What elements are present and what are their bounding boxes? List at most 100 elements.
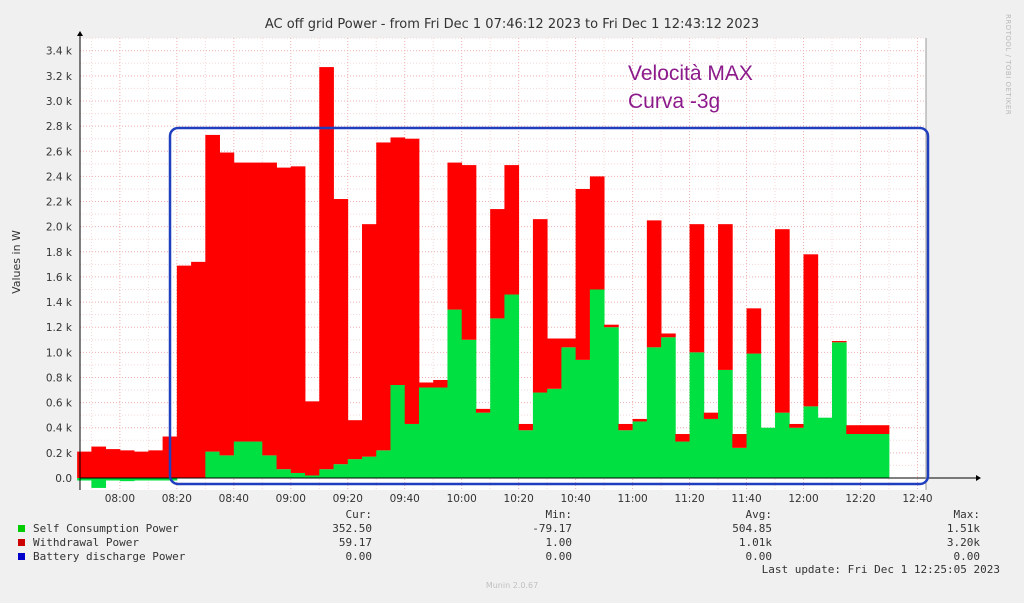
bar-self-consumption-power [490,318,505,478]
bar-withdrawal-power [846,425,861,435]
y-tick-label: 3.4 k [46,46,73,58]
bar-self-consumption-power [233,441,249,478]
y-tick-label: 0.6 k [46,398,73,410]
bar-self-consumption-power [205,451,220,478]
bar-self-consumption-power [632,421,648,478]
bar-self-consumption-power [219,455,235,478]
bar-withdrawal-power [718,224,733,370]
legend-header-max: Max: [953,508,981,521]
bar-self-consumption-power [518,430,534,478]
y-tick-label: 2.8 k [46,121,73,133]
bar-withdrawal-power [433,379,448,388]
bar-withdrawal-power [632,418,648,422]
munin-version: Munin 2.0.67 [485,581,539,590]
bar-withdrawal-power [91,446,107,478]
bar-self-consumption-power [148,478,164,481]
legend-value-max: 0.00 [953,550,981,563]
bar-withdrawal-power [447,162,463,310]
bar-withdrawal-power [77,451,92,478]
bar-withdrawal-power [518,423,534,431]
x-tick-label: 10:20 [504,493,534,505]
rrdtool-side-label: RRDTOOL / TOBI OETIKER [1004,14,1012,116]
legend-value-avg: 0.00 [745,550,773,563]
x-tick-label: 08:20 [162,493,192,505]
legend-value-max: 3.20k [946,536,980,549]
bar-withdrawal-power [675,434,690,442]
bar-self-consumption-power [319,469,334,478]
bar-self-consumption-power [746,353,762,478]
x-tick-label: 12:40 [902,493,932,505]
bar-self-consumption-power [290,472,306,478]
legend-header-min: Min: [545,508,573,521]
bar-withdrawal-power [618,423,634,431]
bar-withdrawal-power [248,162,263,442]
bar-self-consumption-power [618,430,634,478]
bar-withdrawal-power [205,134,220,452]
bar-withdrawal-power [646,220,662,348]
bar-self-consumption-power [775,412,790,478]
legend-value-cur: 352.50 [332,522,372,535]
x-tick-label: 12:20 [845,493,875,505]
bar-self-consumption-power [404,423,420,478]
bar-withdrawal-power [575,188,591,360]
legend-value-min: 0.00 [545,550,573,563]
y-tick-label: 1.2 k [46,322,73,334]
bar-withdrawal-power [490,209,505,319]
bar-self-consumption-power [390,385,406,478]
last-update-text: Last update: Fri Dec 1 12:25:05 2023 [761,563,1000,576]
bar-withdrawal-power [732,434,747,448]
bar-withdrawal-power [305,401,320,476]
y-axis-arrow [77,31,83,36]
bar-self-consumption-power [703,418,719,478]
legend-value-min: -79.17 [532,522,572,535]
bar-self-consumption-power [661,337,676,478]
bar-withdrawal-power [832,341,847,343]
bar-self-consumption-power [77,478,92,481]
bar-self-consumption-power [547,388,562,478]
bar-self-consumption-power [832,342,847,478]
legend-value-max: 1.51k [946,522,980,535]
legend-name: Withdrawal Power [33,536,139,549]
bar-withdrawal-power [689,224,705,353]
bar-self-consumption-power [561,347,577,478]
legend-name: Battery discharge Power [33,550,186,563]
legend-swatch [18,553,25,560]
bar-self-consumption-power [248,441,263,478]
bar-withdrawal-power [703,412,719,419]
bar-withdrawal-power [276,167,292,470]
x-tick-label: 11:20 [674,493,704,505]
bar-self-consumption-power [376,450,391,478]
bar-self-consumption-power [718,369,733,478]
bar-withdrawal-power [376,142,391,451]
bar-withdrawal-power [561,338,577,348]
y-tick-label: 3.2 k [46,71,73,83]
bar-self-consumption-power [276,469,292,478]
legend-value-cur: 59.17 [338,536,372,549]
annotation-line1: Velocità MAX [628,62,753,85]
bar-self-consumption-power [874,434,890,478]
bar-self-consumption-power [604,327,619,478]
bar-self-consumption-power [675,441,690,478]
legend-value-cur: 0.00 [345,550,373,563]
chart-title: AC off grid Power - from Fri Dec 1 07:46… [264,17,760,32]
legend-swatch [18,525,25,532]
bar-withdrawal-power [874,425,890,435]
x-tick-label: 11:00 [617,493,647,505]
bar-self-consumption-power [789,427,804,478]
bar-withdrawal-power [803,254,819,407]
bar-self-consumption-power [575,359,591,478]
x-tick-label: 10:00 [447,493,477,505]
bar-self-consumption-power [589,289,605,478]
bar-self-consumption-power [689,352,705,478]
bar-self-consumption-power [105,478,121,481]
bar-withdrawal-power [347,420,363,460]
bar-withdrawal-power [105,449,121,478]
y-tick-label: 0.8 k [46,372,73,384]
bar-withdrawal-power [418,382,434,388]
bar-self-consumption-power [760,427,776,478]
legend-value-avg: 504.85 [732,522,772,535]
bar-self-consumption-power [134,478,149,481]
bar-withdrawal-power [134,451,149,478]
y-tick-label: 2.6 k [46,146,73,158]
